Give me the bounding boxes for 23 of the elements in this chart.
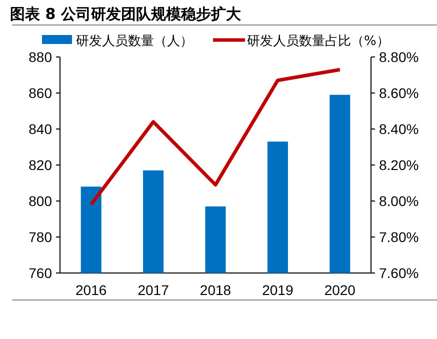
y-tick-label: 780	[28, 229, 52, 245]
y-tick-label: 880	[28, 49, 52, 65]
y2-tick-label: 8.80%	[379, 49, 419, 65]
y2-tick-label: 8.60%	[379, 85, 419, 101]
x-tick-label: 2018	[200, 282, 232, 298]
y-tick-label: 860	[28, 85, 52, 101]
y2-tick-label: 8.20%	[379, 157, 419, 173]
y2-tick-label: 8.00%	[379, 193, 419, 209]
y2-tick-label: 8.40%	[379, 121, 419, 137]
legend-label: 研发人员数量（人）	[76, 34, 193, 49]
y-tick-label: 800	[28, 193, 52, 209]
x-tick-label: 2019	[262, 282, 294, 298]
y-tick-label: 840	[28, 121, 52, 137]
x-tick-label: 2016	[76, 282, 107, 298]
x-tick-label: 2020	[324, 282, 356, 298]
line-series	[89, 68, 342, 206]
legend-label: 研发人员数量占比（%）	[247, 34, 390, 49]
y2-tick-label: 7.60%	[379, 265, 419, 281]
y-tick-label: 820	[28, 157, 52, 173]
x-tick-label: 2017	[138, 282, 170, 298]
y-tick-label: 760	[28, 265, 52, 281]
y2-tick-label: 7.80%	[379, 229, 419, 245]
chart-title: 图表 8 公司研发团队规模稳步扩大	[10, 5, 242, 23]
